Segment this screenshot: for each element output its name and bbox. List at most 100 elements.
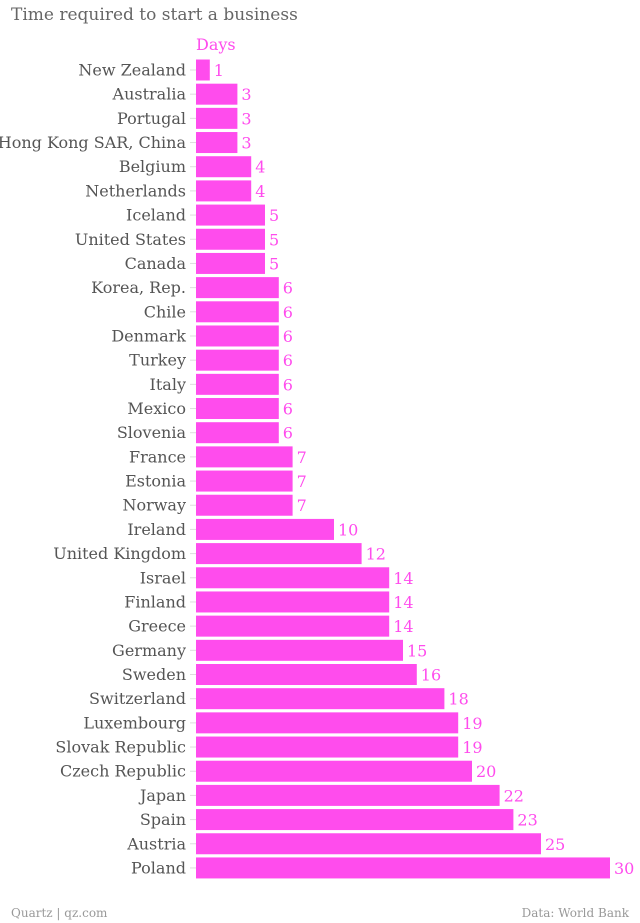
data-label: 16 — [421, 666, 441, 685]
category-label: France — [129, 447, 186, 466]
category-label: Chile — [144, 302, 186, 321]
bar — [196, 809, 514, 831]
category-label: United Kingdom — [53, 544, 186, 563]
category-label: Spain — [140, 810, 186, 829]
bar — [196, 422, 279, 444]
category-label: Hong Kong SAR, China — [0, 133, 186, 152]
bar — [196, 567, 390, 589]
data-label: 1 — [214, 61, 224, 80]
category-label: Luxembourg — [83, 713, 186, 732]
bar — [196, 543, 362, 565]
category-label: Belgium — [119, 157, 186, 176]
category-label: New Zealand — [78, 61, 186, 80]
data-label: 4 — [255, 182, 265, 201]
data-label: 5 — [269, 206, 279, 225]
unit-label: Days — [196, 35, 236, 54]
bar — [196, 180, 252, 202]
data-label: 6 — [283, 400, 293, 419]
bar — [196, 518, 334, 540]
bar — [196, 736, 459, 758]
bar — [196, 107, 238, 129]
bar — [196, 132, 238, 154]
category-label: Slovenia — [117, 423, 187, 442]
category-label: Poland — [131, 858, 186, 877]
data-label: 22 — [504, 786, 524, 805]
data-label: 6 — [283, 279, 293, 298]
category-label: Japan — [138, 786, 186, 805]
footer-data-credit: Data: World Bank — [521, 906, 629, 920]
category-label: Korea, Rep. — [91, 278, 186, 297]
category-label: Iceland — [126, 206, 186, 225]
bar — [196, 277, 279, 299]
data-label: 6 — [283, 375, 293, 394]
category-label: Germany — [112, 641, 186, 660]
bar — [196, 373, 279, 395]
data-label: 7 — [297, 472, 307, 491]
category-label: Slovak Republic — [55, 738, 186, 757]
category-label: Finland — [124, 592, 186, 611]
data-label: 19 — [462, 714, 482, 733]
bar — [196, 83, 238, 105]
data-label: 6 — [283, 424, 293, 443]
data-label: 18 — [448, 690, 468, 709]
data-label: 4 — [255, 158, 265, 177]
bar — [196, 252, 265, 274]
bar — [196, 398, 279, 420]
bar — [196, 470, 293, 492]
bar — [196, 591, 390, 613]
category-label: Mexico — [127, 399, 186, 418]
bar — [196, 760, 472, 782]
bar — [196, 204, 265, 226]
data-label: 23 — [517, 811, 537, 830]
bar — [196, 688, 445, 710]
bar — [196, 59, 210, 81]
category-label: Turkey — [129, 351, 186, 370]
bar — [196, 494, 293, 516]
bar — [196, 446, 293, 468]
bar — [196, 712, 459, 734]
category-label: Switzerland — [89, 689, 186, 708]
category-label: Israel — [140, 568, 186, 587]
data-label: 15 — [407, 641, 427, 660]
bar — [196, 784, 500, 806]
chart-title: Time required to start a business — [11, 5, 298, 25]
data-label: 12 — [366, 545, 386, 564]
category-label: Netherlands — [85, 181, 186, 200]
bar — [196, 301, 279, 323]
data-label: 19 — [462, 738, 482, 757]
category-label: Portugal — [117, 109, 186, 128]
category-label: Sweden — [122, 665, 186, 684]
data-label: 10 — [338, 520, 358, 539]
bar — [196, 833, 541, 855]
category-label: Denmark — [111, 326, 186, 345]
bar — [196, 325, 279, 347]
category-label: United States — [75, 230, 186, 249]
data-label: 25 — [545, 835, 565, 854]
bar — [196, 156, 252, 178]
category-label: Australia — [112, 85, 187, 104]
data-label: 6 — [283, 303, 293, 322]
bar — [196, 664, 417, 685]
data-label: 14 — [393, 617, 413, 636]
category-label: Greece — [128, 617, 186, 636]
bar — [196, 228, 265, 250]
data-label: 7 — [297, 496, 307, 515]
data-label: 6 — [283, 351, 293, 370]
data-label: 20 — [476, 762, 496, 781]
category-label: Estonia — [125, 472, 186, 491]
data-label: 14 — [393, 593, 413, 612]
category-label: Ireland — [127, 520, 186, 539]
data-label: 3 — [241, 85, 251, 104]
category-label: Czech Republic — [60, 762, 186, 781]
data-label: 5 — [269, 254, 279, 273]
data-label: 7 — [297, 448, 307, 467]
bar — [196, 857, 610, 879]
footer-source: Quartz | qz.com — [11, 906, 108, 920]
bar — [196, 615, 390, 637]
category-label: Norway — [122, 496, 186, 515]
data-label: 5 — [269, 230, 279, 249]
category-label: Canada — [125, 254, 187, 273]
bar — [196, 639, 403, 661]
bar — [196, 349, 279, 371]
